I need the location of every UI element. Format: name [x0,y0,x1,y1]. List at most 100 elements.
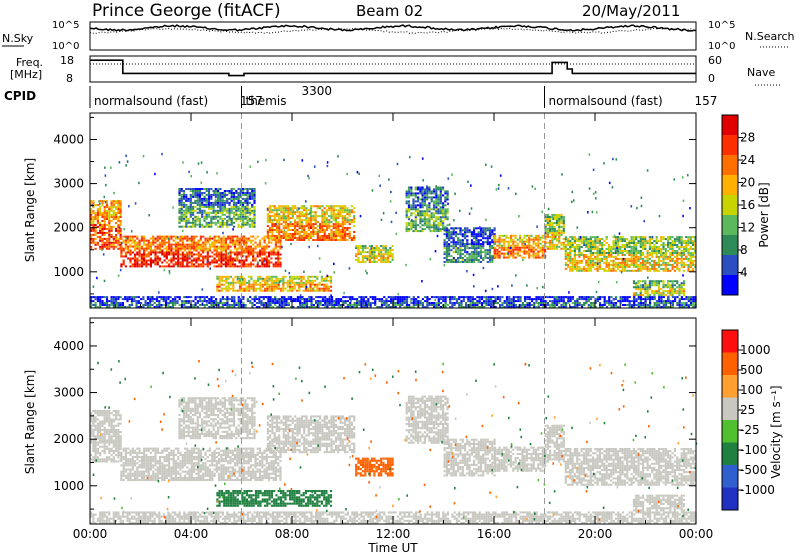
echo-cell [120,265,122,267]
echo-cell [410,224,412,226]
echo-cell [303,284,305,286]
echo-cell [450,237,452,239]
echo-cell [321,209,323,211]
echo-cell [658,286,660,288]
echo-cell [526,235,528,237]
echo-cell [594,268,596,270]
echo-cell [658,266,660,268]
echo-cell [117,248,119,250]
echo-cell [324,219,326,221]
echo-cell [662,290,664,292]
echo-cell [323,290,325,292]
echo-cell [387,253,389,255]
echo-cell [444,218,446,220]
echo-cell [200,256,202,258]
echo-cell [217,226,219,228]
echo-cell [227,238,229,240]
echo-cell [115,302,117,304]
echo-cell [322,300,324,302]
echo-cell [387,255,389,257]
echo-cell [408,208,410,210]
echo-cell [567,266,569,268]
echo-cell [692,248,694,250]
echo-cell [669,260,671,262]
echo-cell [285,237,287,239]
echo-cell [594,264,596,266]
echo-cell [353,235,355,237]
echo-cell [524,235,526,237]
echo-cell [569,244,571,246]
echo-cell [574,264,576,266]
echo-cell [199,194,201,196]
echo-cell [190,208,192,210]
echo-cell [640,262,642,264]
echo-cell [687,242,689,244]
echo-cell [681,236,683,238]
echo-cell [308,235,310,237]
echo-cell [387,257,389,259]
echo-cell [412,198,414,200]
echo-cell [482,241,484,243]
echo-cell [141,260,143,262]
echo-cell [667,286,669,288]
echo-cell [333,233,335,235]
echo-cell [690,256,692,258]
echo-cell [186,252,188,254]
echo-cell [658,264,660,266]
echo-cell [667,292,669,294]
echo-cell [195,265,197,267]
echo-cell [406,222,408,224]
echo-cell [192,206,194,208]
echo-cell [239,280,241,282]
echo-cell [594,238,596,240]
echo-cell [597,266,599,268]
echo-cell [447,218,449,220]
echo-cell [154,254,156,256]
echo-cell [201,226,203,228]
echo-cell [111,246,113,248]
echo-cell [656,252,658,254]
echo-cell [496,239,498,241]
echo-cell [186,238,188,240]
echo-cell [223,284,225,286]
echo-cell [197,188,199,190]
echo-cell [480,255,482,257]
echo-cell [581,246,583,248]
echo-cell [457,239,459,241]
echo-cell [547,216,549,218]
echo-cell [444,190,446,192]
echo-cell [389,249,391,251]
echo-cell [554,218,556,220]
echo-cell [681,242,683,244]
echo-cell [317,296,319,298]
echo-cell [440,200,442,202]
echo-cell [424,200,426,202]
echo-cell [234,252,236,254]
echo-cell [665,266,667,268]
echo-cell [665,248,667,250]
echo-cell [181,212,183,214]
echo-cell [108,220,110,222]
echo-cell [351,296,353,298]
echo-cell [515,235,517,237]
echo-cell [453,261,455,263]
echo-cell [234,236,236,238]
echo-cell [292,223,294,225]
echo-cell [475,249,477,251]
echo-cell [603,270,605,272]
echo-cell [159,238,161,240]
echo-cell [150,254,152,256]
echo-cell [524,251,526,253]
echo-cell [251,224,253,226]
echo-cell [204,298,206,300]
echo-cell [592,262,594,264]
echo-cell [349,227,351,229]
echo-cell [567,258,569,260]
echo-cell [578,266,580,268]
echo-cell [220,244,222,246]
echo-cell [156,296,158,298]
echo-cell [585,250,587,252]
freq-unit: [MHz] [10,68,42,81]
echo-cell [342,239,344,241]
echo-cell [201,296,203,298]
